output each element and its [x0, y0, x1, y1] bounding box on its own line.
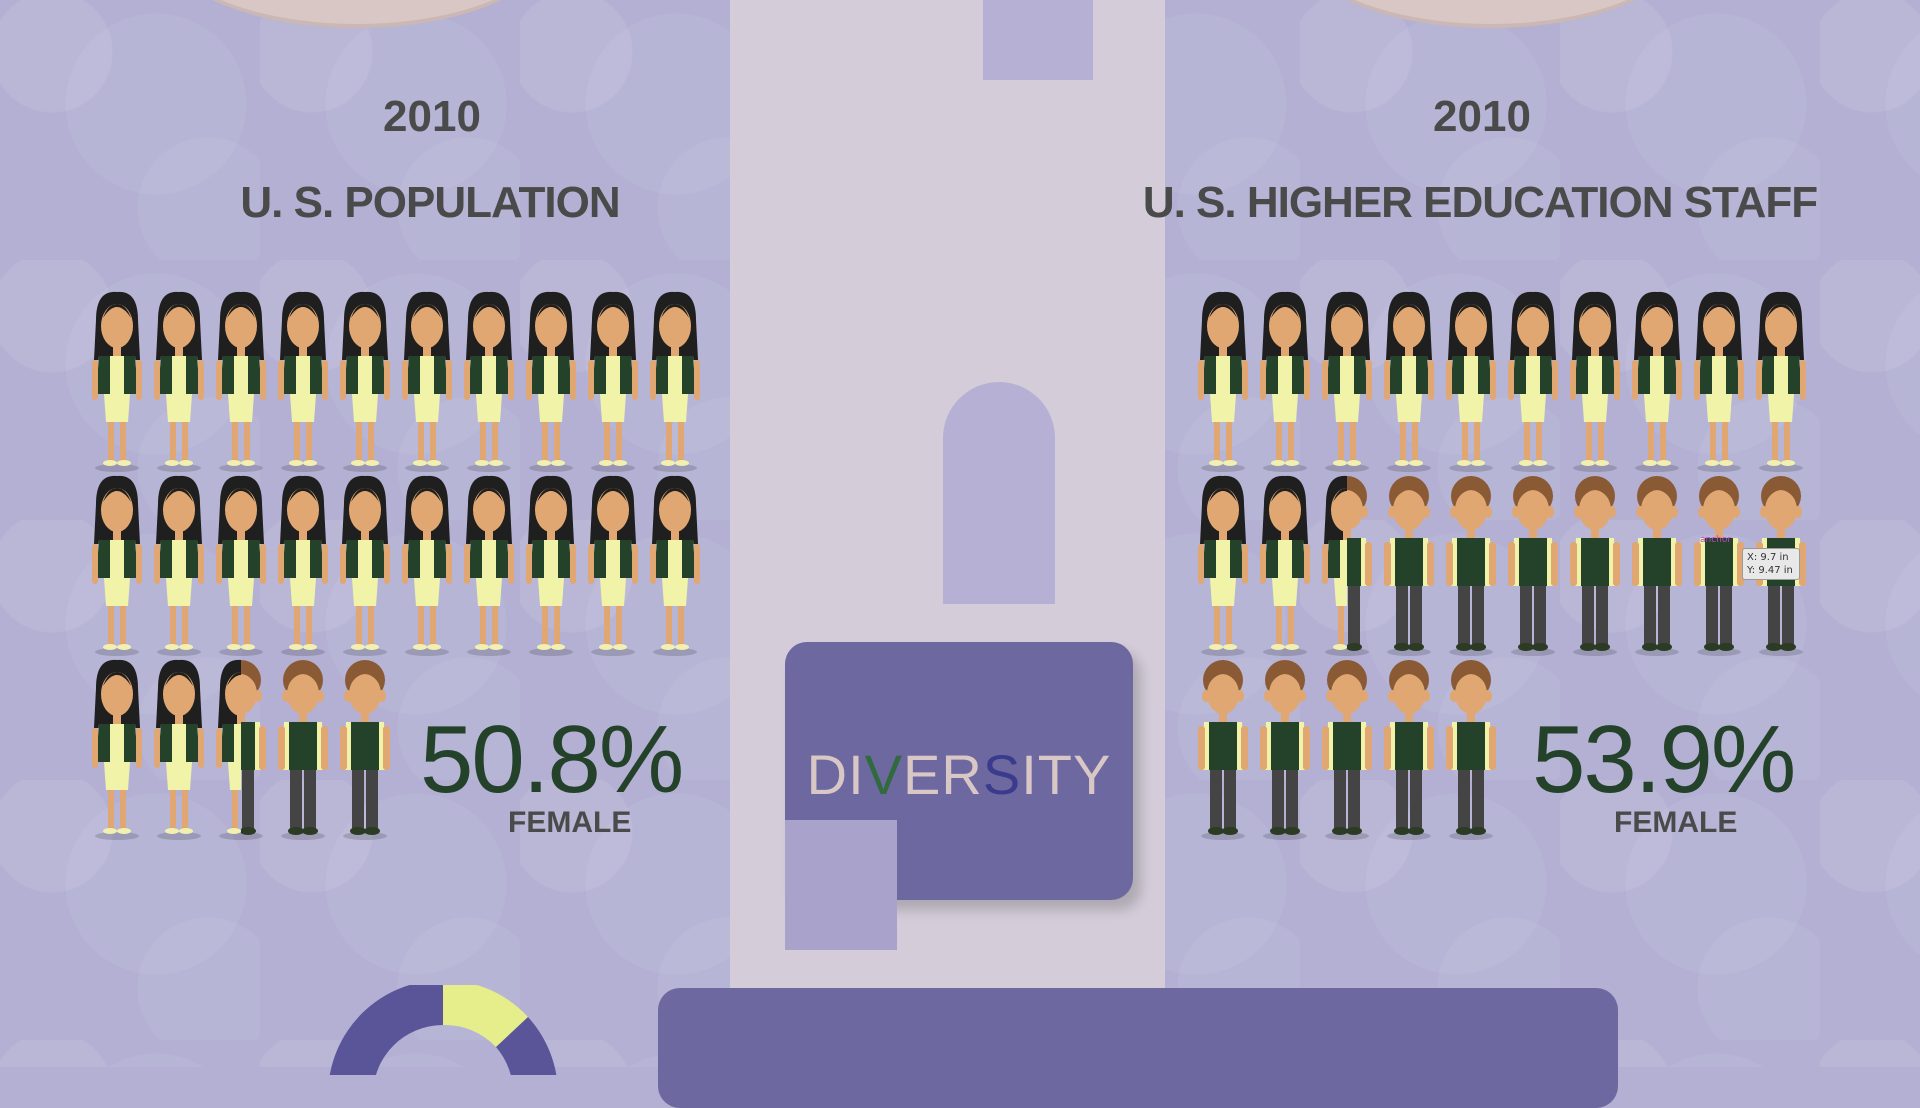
person-female-icon [1316, 290, 1378, 474]
donut-segment-c [496, 1017, 557, 1075]
person-female-icon [148, 658, 210, 842]
person-male-icon [1502, 474, 1564, 658]
person-male-icon [1564, 474, 1626, 658]
person-male-icon [1378, 658, 1440, 842]
tooltip-y: Y: 9.47 in [1747, 565, 1793, 576]
person-female-icon [334, 474, 396, 658]
person-female-icon [520, 290, 582, 474]
person-female-icon [1192, 290, 1254, 474]
person-male-icon [1316, 658, 1378, 842]
small-overlay-block [785, 820, 897, 950]
diversity-word: DIVERSITY [785, 742, 1133, 807]
person-female-icon [1750, 290, 1812, 474]
person-male-icon [1378, 474, 1440, 658]
diversity-letter: V [864, 743, 904, 806]
person-female-icon [458, 474, 520, 658]
center-arch [943, 382, 1055, 604]
diversity-letter: D [806, 743, 849, 806]
left-title: U. S. POPULATION [240, 178, 620, 227]
person-male-icon [1440, 658, 1502, 842]
person-female-icon [272, 290, 334, 474]
donut-segment-b [443, 985, 528, 1047]
right-percent-label: FEMALE [1614, 806, 1738, 839]
diversity-letter: Y [1072, 743, 1112, 806]
top-center-block [983, 0, 1093, 80]
left-year: 2010 [383, 92, 481, 141]
person-female-icon [86, 474, 148, 658]
diversity-letter: I [1021, 743, 1038, 806]
tooltip-x: X: 9.7 in [1747, 552, 1789, 563]
left-percent-label: FEMALE [508, 806, 632, 839]
person-female-icon [520, 474, 582, 658]
person-female-icon [148, 474, 210, 658]
right-top-arc [1297, 0, 1685, 28]
person-female-icon [1564, 290, 1626, 474]
diversity-letter: I [848, 743, 865, 806]
donut-segment-a [329, 985, 443, 1075]
donut-chart [329, 985, 557, 1075]
person-female-icon [210, 474, 272, 658]
person-female-icon [1502, 290, 1564, 474]
person-half-icon [1316, 474, 1378, 658]
anchor-label: anchor [1700, 535, 1732, 545]
diversity-letter: E [903, 743, 942, 806]
person-female-icon [458, 290, 520, 474]
person-female-icon [644, 290, 706, 474]
person-male-icon [334, 658, 396, 842]
person-male-icon [1254, 658, 1316, 842]
person-female-icon [582, 474, 644, 658]
person-male-icon [272, 658, 334, 842]
person-female-icon [210, 290, 272, 474]
right-percent: 53.9% [1532, 706, 1796, 813]
person-female-icon [1688, 290, 1750, 474]
diversity-letter: R [941, 743, 983, 806]
left-people-grid [86, 290, 706, 842]
diversity-letter: T [1037, 743, 1073, 806]
coordinate-tooltip: X: 9.7 in Y: 9.47 in [1742, 548, 1800, 580]
person-female-icon [148, 290, 210, 474]
person-female-icon [86, 658, 148, 842]
person-female-icon [334, 290, 396, 474]
bottom-card [658, 988, 1618, 1108]
person-female-icon [1378, 290, 1440, 474]
right-title: U. S. HIGHER EDUCATION STAFF [1142, 178, 1818, 227]
person-male-icon [1626, 474, 1688, 658]
person-female-icon [1440, 290, 1502, 474]
person-female-icon [396, 474, 458, 658]
person-male-icon [1440, 474, 1502, 658]
right-year: 2010 [1433, 92, 1531, 141]
person-half-icon [210, 658, 272, 842]
person-female-icon [1254, 290, 1316, 474]
right-people-grid [1192, 290, 1812, 842]
left-percent: 50.8% [420, 706, 684, 813]
person-female-icon [1192, 474, 1254, 658]
person-female-icon [272, 474, 334, 658]
person-female-icon [86, 290, 148, 474]
person-female-icon [644, 474, 706, 658]
person-female-icon [1254, 474, 1316, 658]
person-female-icon [1626, 290, 1688, 474]
person-female-icon [396, 290, 458, 474]
person-male-icon [1192, 658, 1254, 842]
person-female-icon [582, 290, 644, 474]
person-male-icon [1688, 474, 1750, 658]
left-top-arc [163, 0, 551, 28]
diversity-letter: S [982, 743, 1022, 806]
